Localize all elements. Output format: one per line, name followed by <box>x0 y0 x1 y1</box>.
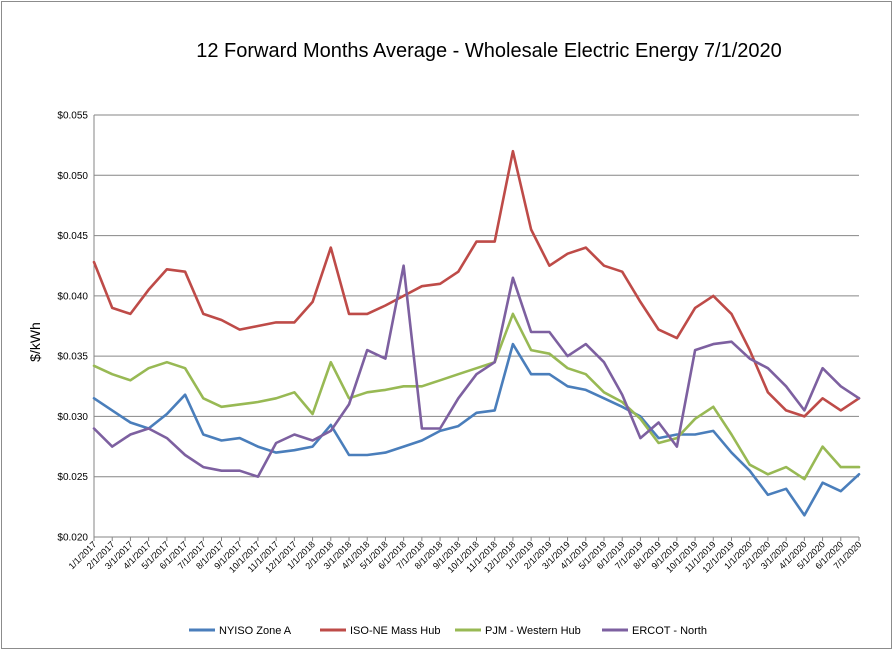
legend-label-nyiso-zone-a: NYISO Zone A <box>219 625 292 637</box>
y-tick-label: $0.030 <box>57 412 88 423</box>
y-axis-label: $/kWh <box>27 322 43 362</box>
y-tick-label: $0.040 <box>57 291 88 302</box>
series-line-iso-ne-mass-hub <box>92 149 861 418</box>
chart-title: 12 Forward Months Average - Wholesale El… <box>196 40 782 62</box>
legend-label-ercot-north: ERCOT - North <box>632 625 707 637</box>
legend-label-pjm-western-hub: PJM - Western Hub <box>485 625 581 637</box>
legend: NYISO Zone A ISO-NE Mass Hub PJM - Western… <box>189 625 707 637</box>
y-tick-label: $0.035 <box>57 352 88 363</box>
y-tick-label: $0.055 <box>57 111 88 122</box>
legend-label-iso-ne-mass-hub: ISO-NE Mass Hub <box>350 625 440 637</box>
y-tick-label: $0.020 <box>57 533 88 544</box>
series-line-nyiso-zone-a <box>92 342 861 517</box>
series-line-ercot-north <box>92 264 861 479</box>
series-lines <box>92 149 861 517</box>
y-tick-labels: $0.020 $0.025 $0.030 $0.035 $0.040 $0.045 $0.0… <box>57 111 88 544</box>
y-tick-label: $0.050 <box>57 171 88 182</box>
gridlines <box>93 114 860 541</box>
x-tick-labels: 1/1/20172/1/20173/1/20174/1/20175/1/2017… <box>67 539 864 574</box>
series-line-pjm-western-hub <box>92 312 861 481</box>
y-tick-label: $0.025 <box>57 472 88 483</box>
y-tick-label: $0.045 <box>57 231 88 242</box>
